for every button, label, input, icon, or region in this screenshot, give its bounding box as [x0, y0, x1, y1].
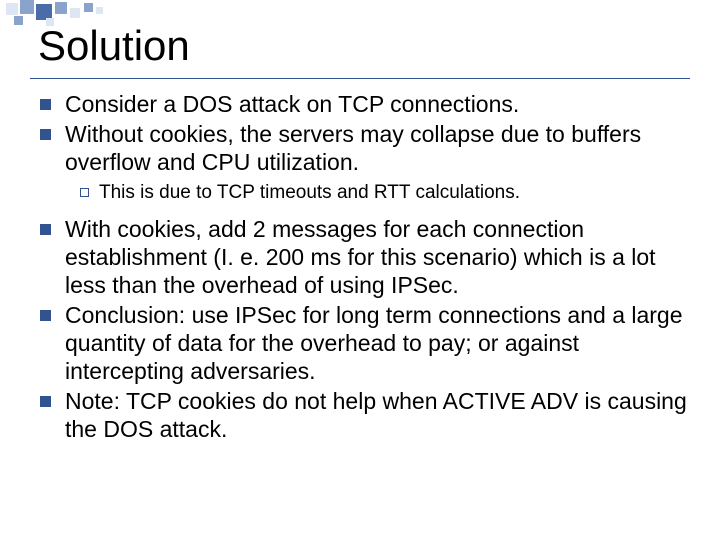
sub-bullet-item: This is due to TCP timeouts and RTT calc… [80, 182, 688, 205]
decor-square [6, 3, 18, 15]
decor-square [20, 0, 34, 14]
bullet-text: Consider a DOS attack on TCP connections… [65, 90, 519, 118]
hollow-square-bullet-icon [80, 188, 89, 197]
decor-square [84, 3, 93, 12]
slide-body: Consider a DOS attack on TCP connections… [40, 90, 688, 445]
decor-square [96, 7, 103, 14]
bullet-text: With cookies, add 2 messages for each co… [65, 215, 688, 299]
bullet-item: Without cookies, the servers may collaps… [40, 120, 688, 176]
bullet-text: Note: TCP cookies do not help when ACTIV… [65, 387, 688, 443]
bullet-text: Conclusion: use IPSec for long term conn… [65, 301, 688, 385]
title-rule [30, 78, 690, 79]
bullet-text: This is due to TCP timeouts and RTT calc… [99, 182, 520, 205]
square-bullet-icon [40, 99, 51, 110]
slide-title: Solution [38, 22, 190, 70]
bullet-item: With cookies, add 2 messages for each co… [40, 215, 688, 299]
square-bullet-icon [40, 396, 51, 407]
decor-square [70, 8, 80, 18]
square-bullet-icon [40, 224, 51, 235]
bullet-item: Note: TCP cookies do not help when ACTIV… [40, 387, 688, 443]
bullet-text: Without cookies, the servers may collaps… [65, 120, 688, 176]
bullet-item: Consider a DOS attack on TCP connections… [40, 90, 688, 118]
decor-square [55, 2, 67, 14]
square-bullet-icon [40, 129, 51, 140]
bullet-item: Conclusion: use IPSec for long term conn… [40, 301, 688, 385]
square-bullet-icon [40, 310, 51, 321]
decor-square [14, 16, 23, 25]
